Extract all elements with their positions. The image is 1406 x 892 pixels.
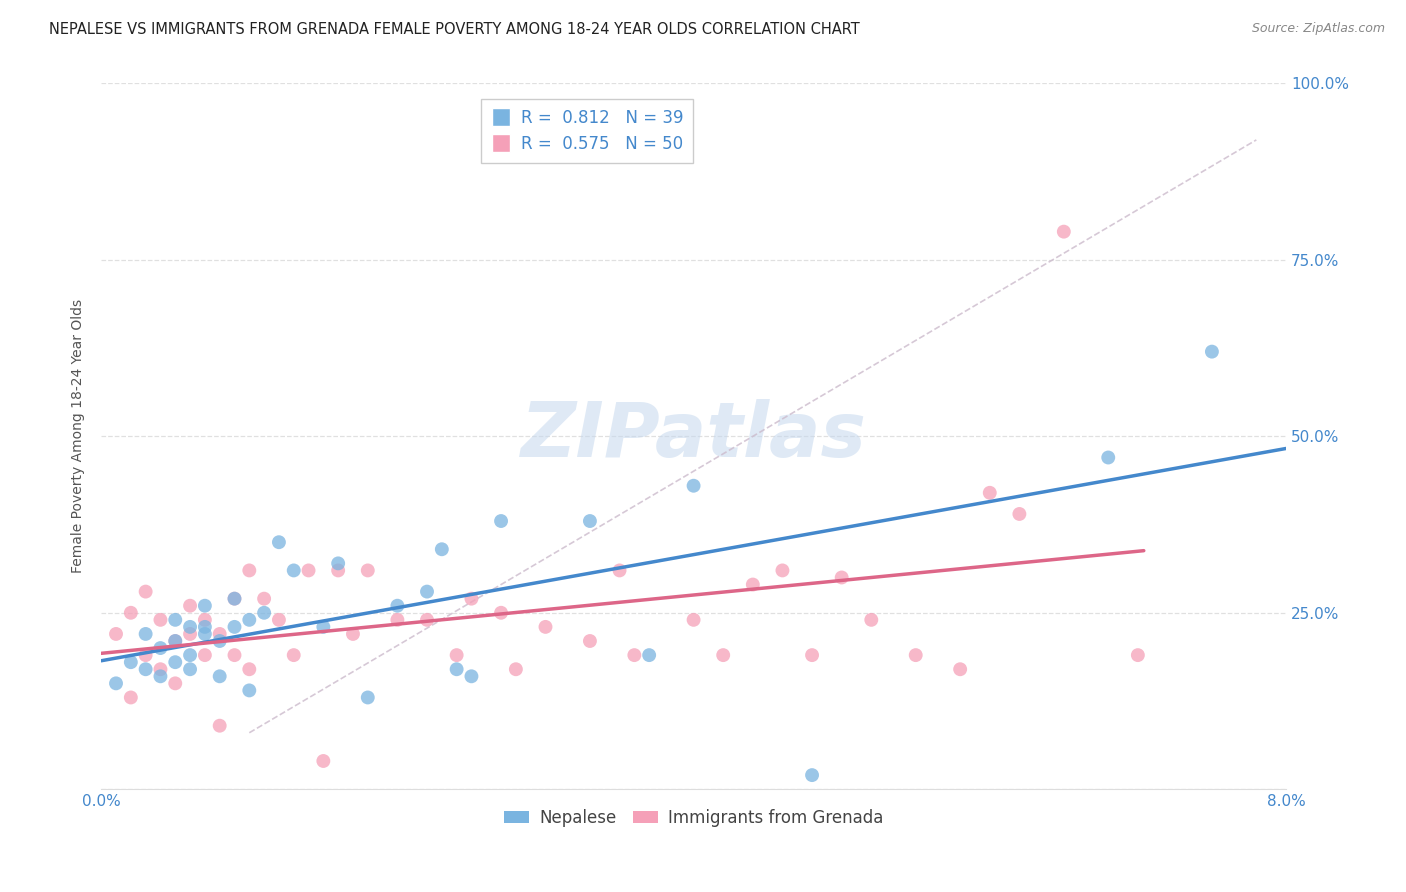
Point: [904, 648, 927, 662]
Point: [149, 613, 172, 627]
Point: [312, 620, 335, 634]
Point: [328, 563, 350, 577]
Point: [165, 613, 187, 627]
Point: [534, 620, 557, 634]
Point: [224, 648, 246, 662]
Point: [460, 669, 482, 683]
Point: [772, 563, 794, 577]
Point: [505, 662, 527, 676]
Point: [860, 613, 883, 627]
Point: [609, 563, 631, 577]
Point: [416, 613, 439, 627]
Point: [1201, 344, 1223, 359]
Point: [711, 648, 734, 662]
Point: [682, 613, 704, 627]
Point: [831, 570, 853, 584]
Point: [446, 648, 468, 662]
Point: [387, 613, 409, 627]
Point: [283, 648, 305, 662]
Point: [135, 627, 157, 641]
Point: [1097, 450, 1119, 465]
Point: [801, 768, 824, 782]
Point: [416, 584, 439, 599]
Point: [1053, 225, 1076, 239]
Point: [165, 655, 187, 669]
Text: ZIPatlas: ZIPatlas: [520, 400, 866, 474]
Point: [224, 620, 246, 634]
Point: [489, 514, 512, 528]
Point: [224, 591, 246, 606]
Point: [208, 627, 231, 641]
Point: [238, 613, 260, 627]
Point: [253, 591, 276, 606]
Point: [387, 599, 409, 613]
Point: [179, 620, 201, 634]
Point: [165, 676, 187, 690]
Point: [194, 613, 217, 627]
Point: [682, 479, 704, 493]
Point: [179, 599, 201, 613]
Point: [357, 690, 380, 705]
Point: [446, 662, 468, 676]
Point: [979, 485, 1001, 500]
Point: [312, 754, 335, 768]
Point: [741, 577, 763, 591]
Point: [194, 620, 217, 634]
Point: [165, 634, 187, 648]
Point: [1126, 648, 1149, 662]
Point: [120, 606, 142, 620]
Point: [120, 690, 142, 705]
Point: [179, 627, 201, 641]
Text: Source: ZipAtlas.com: Source: ZipAtlas.com: [1251, 22, 1385, 36]
Point: [194, 599, 217, 613]
Legend: Nepalese, Immigrants from Grenada: Nepalese, Immigrants from Grenada: [498, 803, 890, 834]
Y-axis label: Female Poverty Among 18-24 Year Olds: Female Poverty Among 18-24 Year Olds: [72, 300, 86, 574]
Point: [297, 563, 319, 577]
Point: [579, 634, 602, 648]
Point: [194, 648, 217, 662]
Point: [149, 662, 172, 676]
Point: [623, 648, 645, 662]
Text: NEPALESE VS IMMIGRANTS FROM GRENADA FEMALE POVERTY AMONG 18-24 YEAR OLDS CORRELA: NEPALESE VS IMMIGRANTS FROM GRENADA FEMA…: [49, 22, 860, 37]
Point: [208, 719, 231, 733]
Point: [238, 662, 260, 676]
Point: [135, 662, 157, 676]
Point: [328, 557, 350, 571]
Point: [489, 606, 512, 620]
Point: [208, 634, 231, 648]
Point: [238, 563, 260, 577]
Point: [120, 655, 142, 669]
Point: [105, 676, 128, 690]
Point: [224, 591, 246, 606]
Point: [105, 627, 128, 641]
Point: [283, 563, 305, 577]
Point: [253, 606, 276, 620]
Point: [267, 535, 290, 549]
Point: [165, 634, 187, 648]
Point: [194, 627, 217, 641]
Point: [342, 627, 364, 641]
Point: [357, 563, 380, 577]
Point: [430, 542, 453, 557]
Point: [460, 591, 482, 606]
Point: [801, 648, 824, 662]
Point: [179, 662, 201, 676]
Point: [638, 648, 661, 662]
Point: [579, 514, 602, 528]
Point: [149, 669, 172, 683]
Point: [949, 662, 972, 676]
Point: [1008, 507, 1031, 521]
Point: [238, 683, 260, 698]
Point: [149, 641, 172, 656]
Point: [267, 613, 290, 627]
Point: [179, 648, 201, 662]
Point: [208, 669, 231, 683]
Point: [135, 584, 157, 599]
Point: [135, 648, 157, 662]
